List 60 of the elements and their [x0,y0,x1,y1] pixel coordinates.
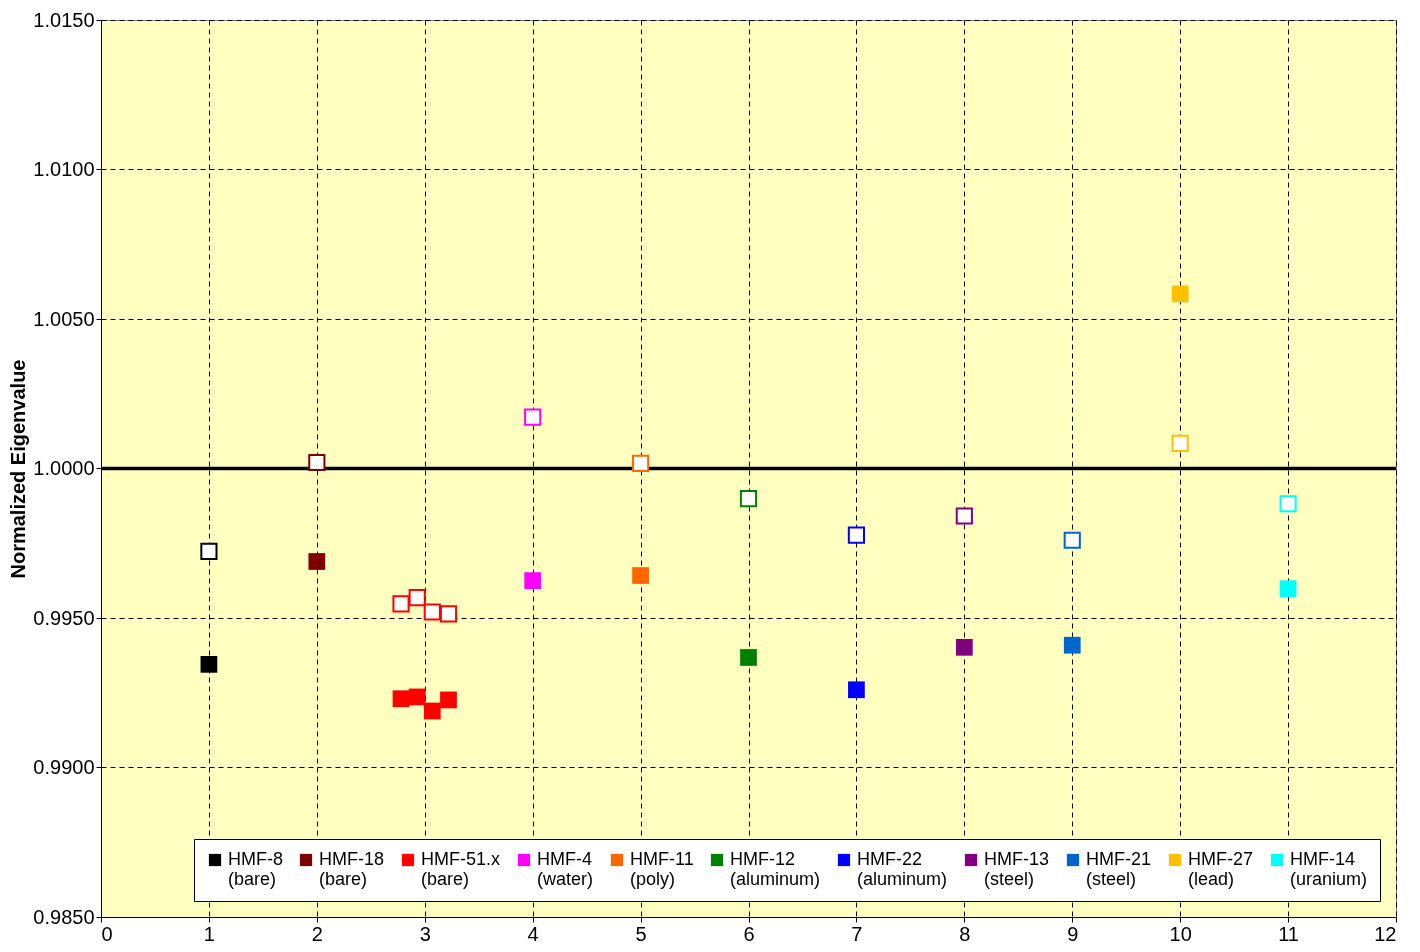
legend-label: HMF-13 (steel) [984,849,1050,889]
point [408,688,426,706]
point [440,691,457,709]
point [1279,495,1297,513]
point [200,655,218,673]
point [1171,434,1189,452]
point [308,453,326,472]
point [848,681,865,699]
legend-label: HMF-8 (bare) [228,849,283,889]
point [524,572,542,589]
x-tick-label: 6 [743,922,755,945]
legend-label: HMF-51.x (bare) [421,849,501,889]
point [1063,531,1081,549]
point [524,408,542,426]
point [847,526,865,544]
x-tick-label: 7 [851,922,863,945]
point [1171,285,1189,303]
y-tick-label: 1.0100 [33,158,95,180]
point [1063,636,1081,654]
y-tick-label: 1.0050 [33,307,95,330]
point [955,638,973,656]
point [392,595,410,613]
point [423,603,441,621]
legend-label: HMF-11 (poly) [630,849,694,889]
y-tick-label: 1.0000 [33,457,95,479]
point [632,567,649,584]
point [423,702,441,720]
y-tick-label: 0.9900 [33,756,95,778]
legend-label: HMF-27 (lead) [1188,849,1254,889]
point [392,690,410,708]
legend-label: HMF-4 (water) [537,849,594,889]
point [955,507,973,525]
point [308,553,326,570]
x-tick-label: 8 [959,922,971,945]
legend-label: HMF-14 (uranium) [1290,849,1368,889]
y-tick-label: 0.9950 [33,606,95,629]
x-tick-label: 1 [203,922,215,945]
x-tick-label: 5 [635,922,647,945]
x-tick-label: 9 [1067,922,1079,945]
legend-label: HMF-22 (aluminum) [857,849,948,889]
y-tick-label: 1.0150 [33,8,95,31]
legend-label: HMF-21 (steel) [1086,849,1152,889]
point [632,454,650,472]
y-tick-label: 0.9850 [33,905,95,928]
x-tick-label: 0 [101,922,113,945]
x-tick-label: 4 [527,922,539,945]
x-tick-label: 11 [1278,922,1299,945]
x-tick-label: 3 [419,922,431,945]
legend-label: HMF-18 (bare) [319,849,385,889]
point [740,649,757,666]
point [200,542,218,560]
point [739,490,758,508]
point [439,605,458,623]
y-axis-title: Normalized Eigenvalue [7,359,30,579]
x-tick-label: 10 [1169,922,1192,945]
x-tick-label: 2 [311,922,323,945]
legend-label: HMF-12 (aluminum) [730,849,821,889]
point [1279,580,1297,598]
point [408,589,426,607]
x-tick-label: 12 [1374,922,1397,945]
